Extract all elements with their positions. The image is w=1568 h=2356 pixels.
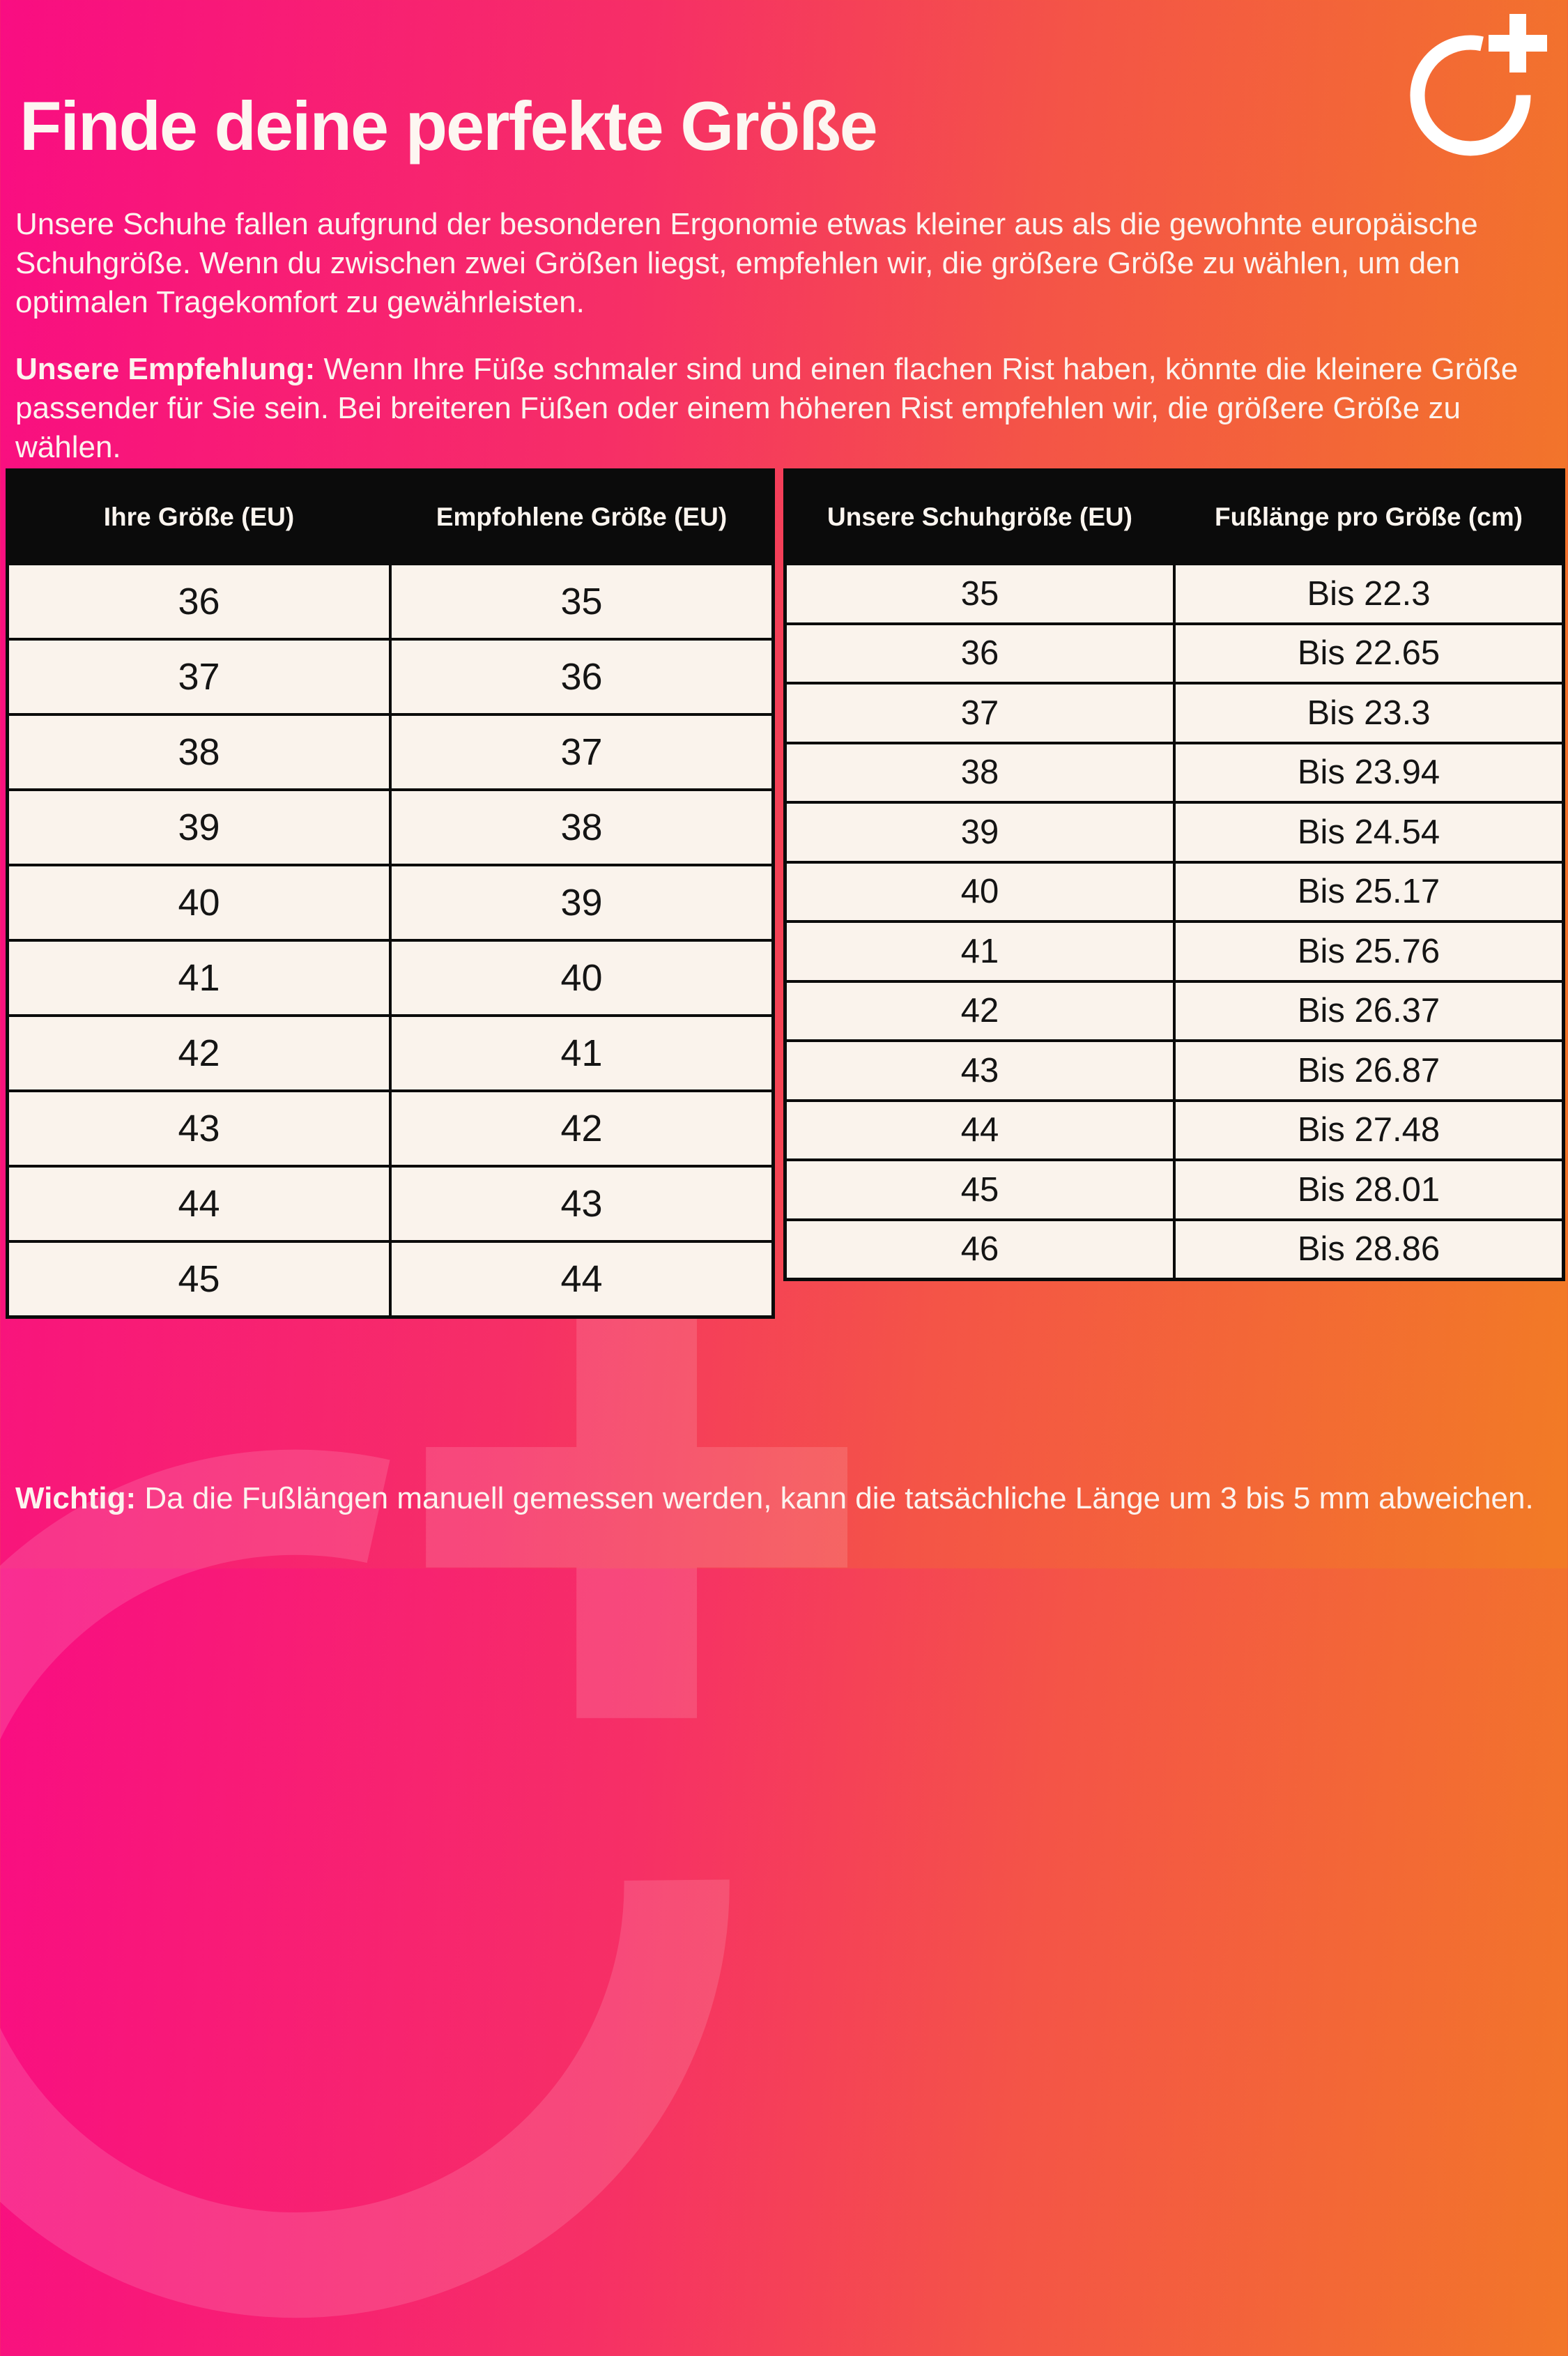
table-cell: Bis 24.54: [1176, 804, 1562, 861]
table-cell: 45: [787, 1161, 1173, 1218]
table-cell: 37: [392, 716, 771, 788]
table-cell: 42: [787, 982, 1173, 1039]
table-cell: Bis 22.3: [1176, 565, 1562, 622]
size-guide-page: Finde deine perfekte Größe Unsere Schuhe…: [6, 14, 1565, 1518]
table-cell: 36: [392, 641, 771, 713]
table-cell: 41: [9, 942, 389, 1014]
table-cell: 43: [392, 1168, 771, 1240]
column-header: Empfohlene Größe (EU): [392, 472, 771, 563]
table-cell: Bis 28.01: [1176, 1161, 1562, 1218]
table-cell: 44: [9, 1168, 389, 1240]
table-cell: 39: [392, 866, 771, 939]
table-cell: Bis 26.37: [1176, 982, 1562, 1039]
table-cell: 45: [9, 1243, 389, 1315]
table-cell: 38: [9, 716, 389, 788]
column-header: Ihre Größe (EU): [9, 472, 389, 563]
table-cell: 41: [392, 1017, 771, 1089]
table-cell: 41: [787, 923, 1173, 980]
table-cell: 44: [787, 1101, 1173, 1158]
note-text: Da die Fußlängen manuell gemessen werden…: [136, 1481, 1534, 1515]
intro-paragraph: Unsere Schuhe fallen aufgrund der besond…: [15, 207, 1478, 319]
column-header: Fußlänge pro Größe (cm): [1176, 472, 1562, 563]
table-cell: 46: [787, 1221, 1173, 1278]
o-plus-logo-icon: [1410, 14, 1547, 156]
note-label: Wichtig:: [15, 1481, 137, 1515]
table-cell: Bis 25.76: [1176, 923, 1562, 980]
table-cell: 36: [9, 565, 389, 638]
table-cell: 40: [787, 863, 1173, 920]
foot-length-table: Unsere Schuhgröße (EU) Fußlänge pro Größe…: [783, 468, 1565, 1281]
page-title: Finde deine perfekte Größe: [20, 87, 878, 165]
table-cell: 43: [9, 1092, 389, 1165]
table-cell: 44: [392, 1243, 771, 1315]
table-cell: Bis 25.17: [1176, 863, 1562, 920]
column-header: Unsere Schuhgröße (EU): [787, 472, 1173, 563]
measurement-note: Wichtig: Da die Fußlängen manuell gemess…: [15, 1479, 1557, 1518]
table-cell: 39: [9, 791, 389, 864]
table-cell: 38: [392, 791, 771, 864]
table-cell: Bis 26.87: [1176, 1042, 1562, 1099]
table-cell: Bis 23.94: [1176, 744, 1562, 801]
table-cell: Bis 28.86: [1176, 1221, 1562, 1278]
table-cell: 39: [787, 804, 1173, 861]
table-cell: 42: [9, 1017, 389, 1089]
table-cell: 43: [787, 1042, 1173, 1099]
recommendation-paragraph: Unsere Empfehlung: Wenn Ihre Füße schmal…: [15, 350, 1557, 467]
table-cell: 42: [392, 1092, 771, 1165]
table-cell: 35: [392, 565, 771, 638]
recommendation-label: Unsere Empfehlung:: [15, 352, 316, 386]
table-cell: Bis 23.3: [1176, 684, 1562, 742]
table-cell: Bis 22.65: [1176, 625, 1562, 682]
table-cell: 38: [787, 744, 1173, 801]
table-cell: 35: [787, 565, 1173, 622]
table-cell: 40: [392, 942, 771, 1014]
recommendation-text: Wenn Ihre Füße schmaler sind und einen f…: [15, 352, 1519, 464]
size-conversion-table: Ihre Größe (EU) Empfohlene Größe (EU) 36 35…: [6, 468, 775, 1319]
table-cell: Bis 27.48: [1176, 1101, 1562, 1158]
table-cell: 36: [787, 625, 1173, 682]
table-cell: 37: [9, 641, 389, 713]
table-cell: 37: [787, 684, 1173, 742]
table-cell: 40: [9, 866, 389, 939]
